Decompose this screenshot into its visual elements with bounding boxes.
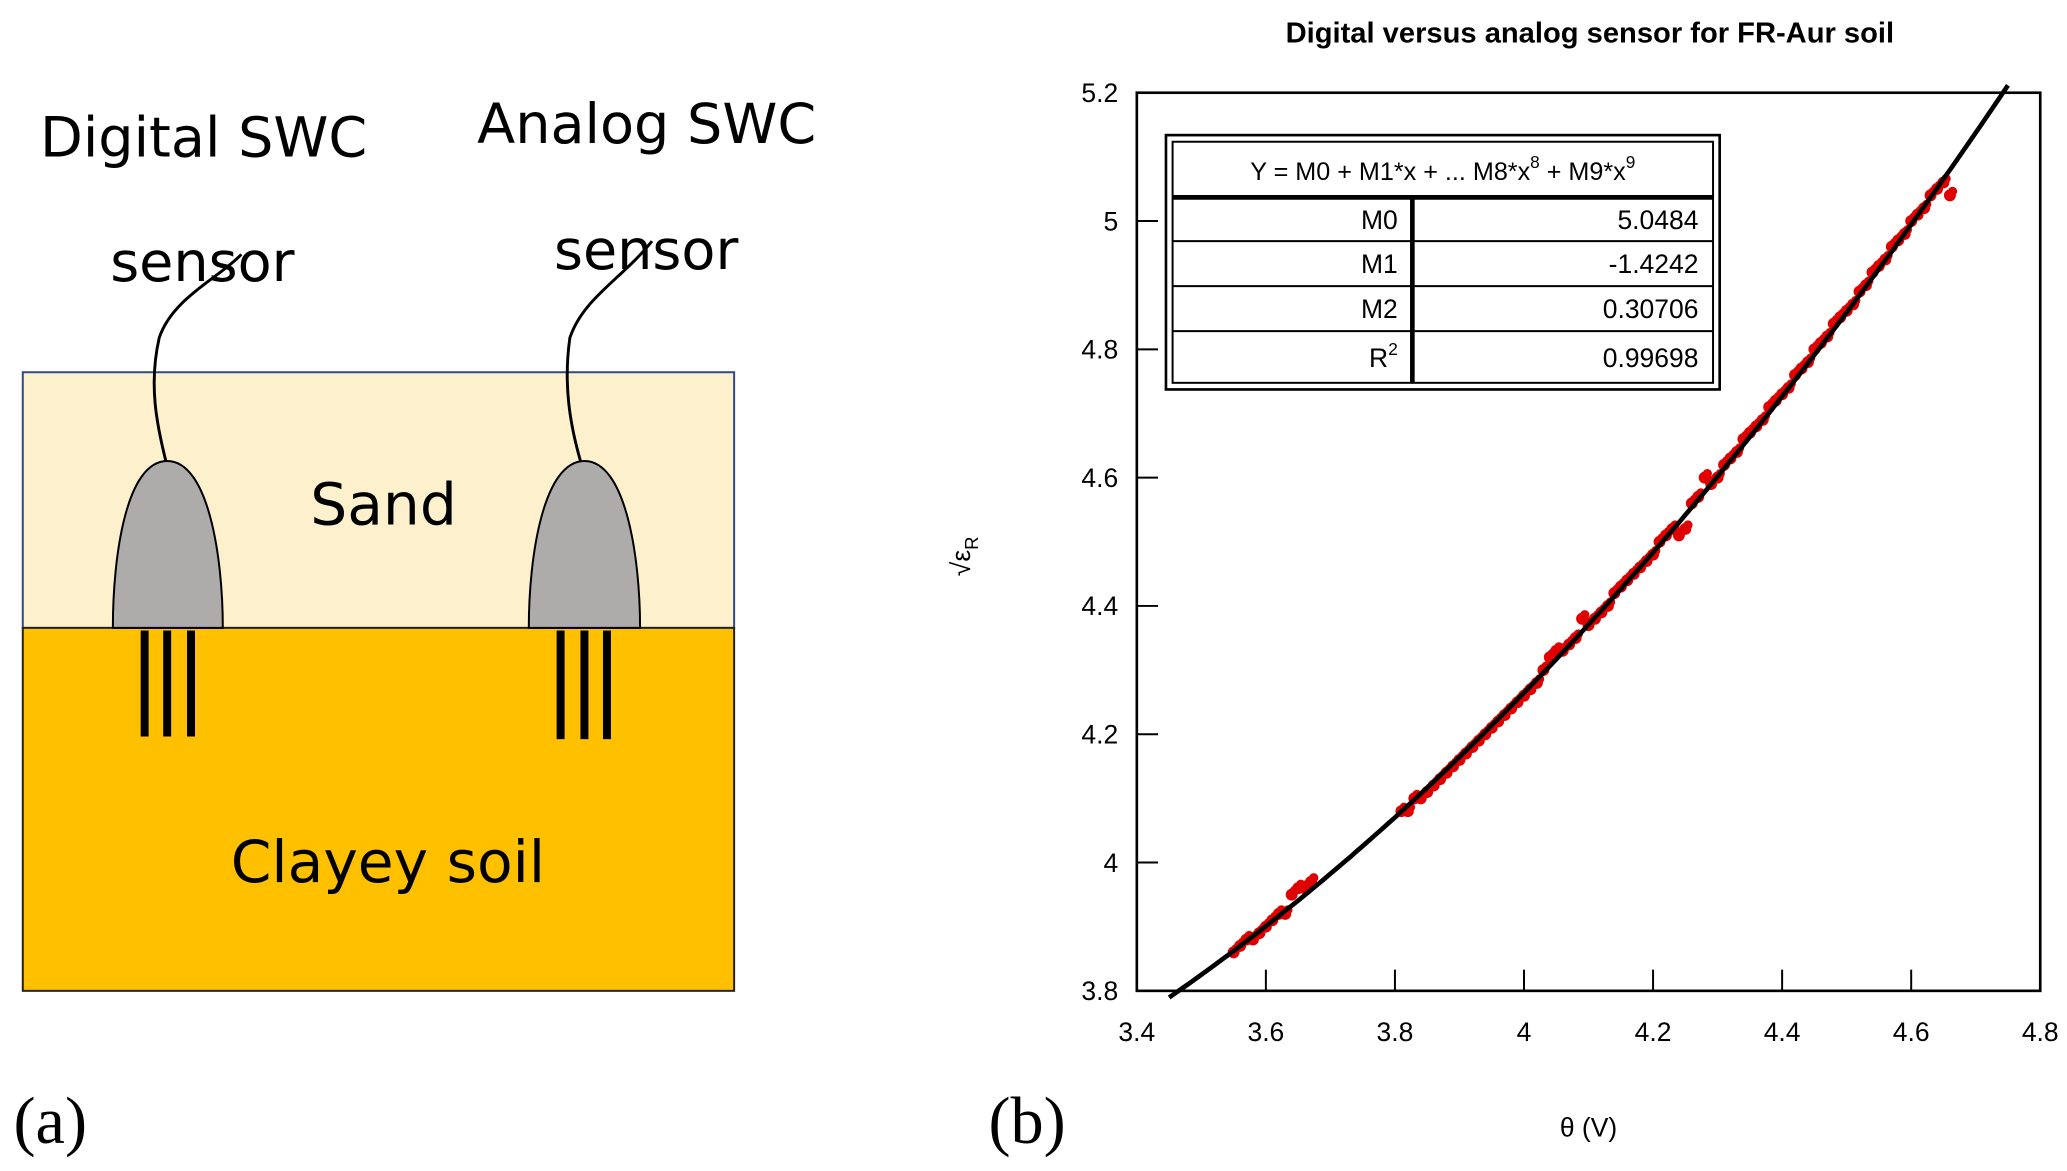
clay-layer: [21, 626, 736, 992]
y-tick-label: 4.4: [1081, 591, 1118, 621]
data-point: [1683, 520, 1693, 530]
y-tick-label: 4: [1104, 848, 1119, 878]
table-row: M2 0.30706: [1361, 294, 1698, 324]
digital-sensor-prongs: [140, 630, 195, 737]
analog-sensor-body: [527, 459, 642, 629]
r-squared-label: R2: [1369, 339, 1398, 373]
coef-name: M0: [1361, 205, 1398, 235]
analog-sensor-prongs: [556, 630, 611, 740]
analog-sensor-sublabel: sensor: [554, 218, 738, 283]
clay-label: Clayey soil: [231, 828, 545, 896]
data-point: [1947, 186, 1958, 197]
sand-label: Sand: [310, 471, 457, 539]
table-row: M1 -1.4242: [1361, 249, 1698, 279]
data-point: [1702, 469, 1712, 479]
data-point: [1309, 873, 1319, 883]
y-tick-label: 4.6: [1081, 463, 1118, 493]
fit-equation: Y = M0 + M1*x + ... M8*x8 + M9*x9: [1250, 152, 1635, 186]
coef-value: -1.4242: [1609, 249, 1699, 279]
x-tick-label: 4: [1517, 1017, 1532, 1047]
data-point: [1580, 610, 1590, 620]
x-tick-label: 3.6: [1247, 1017, 1284, 1047]
x-tick-label: 3.4: [1118, 1017, 1155, 1047]
coef-name: M2: [1361, 294, 1398, 324]
digital-sensor-cable: [152, 253, 243, 462]
plot-frame: [1135, 91, 2042, 993]
coef-name: M1: [1361, 249, 1398, 279]
fit-curve: [1167, 84, 2010, 1000]
x-tick-label: 4.2: [1635, 1017, 1672, 1047]
y-tick-label: 3.8: [1081, 976, 1118, 1006]
y-tick-label: 5: [1104, 206, 1119, 236]
coef-value: 5.0484: [1617, 205, 1698, 235]
coef-value: 0.30706: [1603, 294, 1699, 324]
digital-sensor-sublabel: sensor: [110, 230, 294, 295]
digital-sensor-label: Digital SWC: [40, 105, 367, 170]
panel-b-label: (b): [988, 1085, 1065, 1158]
table-row: R2 0.99698: [1369, 339, 1698, 373]
coef-value: 0.99698: [1603, 343, 1699, 373]
y-axis-label: √εR: [946, 536, 982, 576]
y-tick-label: 5.2: [1081, 78, 1118, 108]
x-tick-label: 4.4: [1764, 1017, 1801, 1047]
table-row: M0 5.0484: [1361, 205, 1698, 235]
x-tick-label: 4.8: [2022, 1017, 2059, 1047]
scatter-chart: Digital versus analog sensor for FR-Aur …: [946, 17, 2059, 1142]
y-tick-label: 4.2: [1081, 720, 1118, 750]
fit-table: Y = M0 + M1*x + ... M8*x8 + M9*x9 M0 5.0…: [1164, 133, 1721, 391]
x-tick-label: 3.8: [1377, 1017, 1414, 1047]
x-tick-label: 4.6: [1893, 1017, 1930, 1047]
chart-title: Digital versus analog sensor for FR-Aur …: [1286, 17, 1895, 49]
analog-sensor-cable: [565, 240, 654, 462]
x-axis-label: θ (V): [1560, 1113, 1617, 1143]
digital-sensor-body: [111, 459, 224, 629]
panel-a-diagram: Digital SWC sensor Analog SWC sensor San…: [14, 92, 817, 1158]
panel-a-label: (a): [14, 1085, 87, 1158]
y-tick-label: 4.8: [1081, 335, 1118, 365]
analog-sensor-label: Analog SWC: [477, 92, 816, 157]
